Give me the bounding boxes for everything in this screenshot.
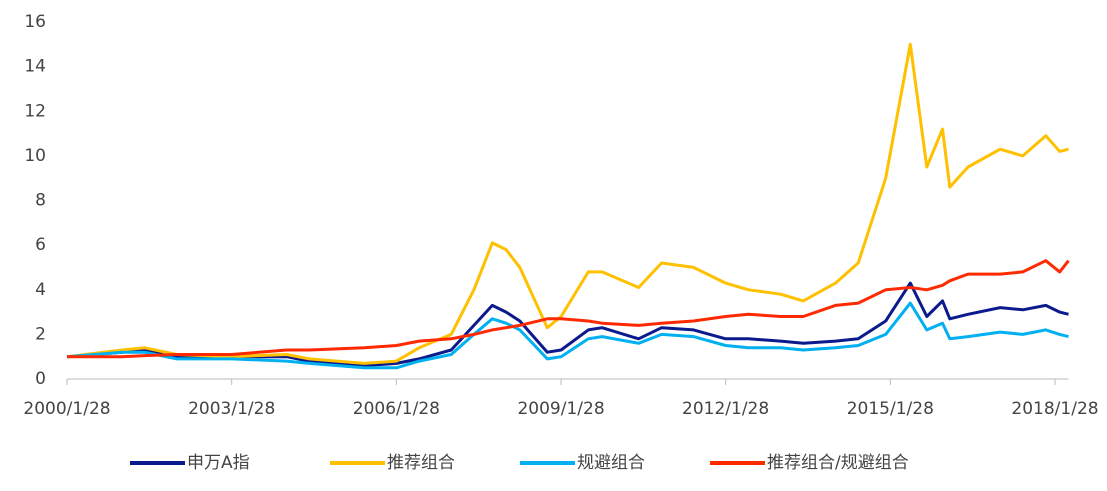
x-tick-label: 2012/1/28: [682, 399, 769, 419]
x-tick-label: 2015/1/28: [847, 399, 934, 419]
y-tick-label: 0: [35, 369, 46, 389]
y-tick-label: 14: [24, 57, 46, 77]
series-line: [66, 281, 1069, 368]
series-line: [66, 42, 1069, 365]
legend-label: 推荐组合/规避组合: [767, 453, 909, 473]
series-line: [67, 259, 1070, 359]
legend-label: 规避组合: [577, 453, 645, 473]
y-tick-label: 8: [35, 191, 46, 211]
series-line: [66, 301, 1069, 370]
x-tick-label: 2000/1/28: [23, 399, 110, 419]
y-tick-label: 12: [24, 101, 46, 121]
legend-label: 推荐组合: [387, 453, 455, 473]
y-tick-label: 16: [24, 12, 46, 32]
x-tick-label: 2009/1/28: [517, 399, 604, 419]
y-tick-label: 10: [24, 146, 46, 166]
x-tick-label: 2006/1/28: [353, 399, 440, 419]
y-tick-label: 2: [35, 324, 46, 344]
y-tick-label: 4: [35, 280, 46, 300]
y-tick-label: 6: [35, 235, 46, 255]
x-tick-label: 2018/1/28: [1011, 399, 1098, 419]
x-tick-label: 2003/1/28: [188, 399, 275, 419]
legend-label: 申万A指: [187, 453, 250, 473]
